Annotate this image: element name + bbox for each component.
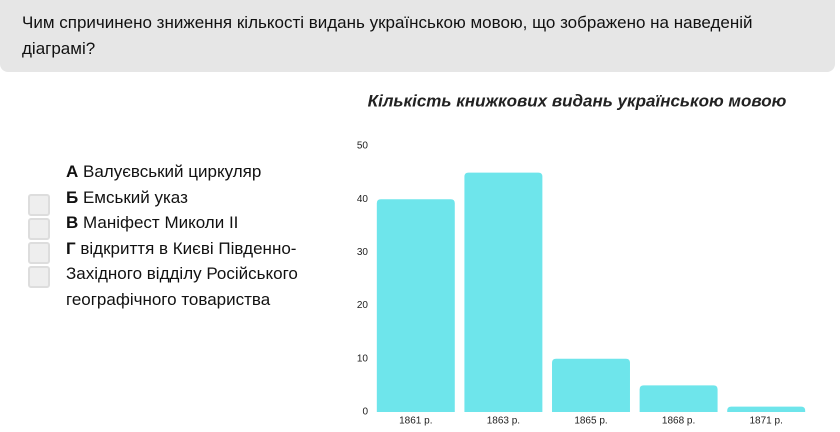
y-tick-label: 30: [357, 247, 369, 258]
x-tick-label: 1863 р.: [487, 416, 520, 427]
question: Чим спричинено зниження кількості видань…: [22, 13, 753, 58]
y-tick-label: 40: [357, 194, 369, 205]
bar: [376, 199, 455, 412]
option-letter: Б: [66, 187, 79, 207]
question-box: Чим спричинено зниження кількості видань…: [0, 0, 835, 72]
option: В Маніфест Миколи ІІ: [66, 210, 341, 236]
bar: [639, 385, 718, 412]
checkbox[interactable]: [28, 242, 50, 264]
option: Б Емський указ: [66, 185, 341, 211]
checkbox[interactable]: [28, 194, 50, 216]
chart-title: Кількість книжкових видань українською м…: [368, 91, 787, 110]
option-text: Маніфест Миколи ІІ: [83, 213, 239, 233]
option-letter: А: [66, 162, 79, 181]
option: Г відкриття в Києві Південно-Західного в…: [66, 236, 341, 313]
option-letter: В: [66, 213, 79, 233]
y-tick-label: 0: [362, 407, 368, 418]
y-tick-label: 50: [357, 141, 369, 152]
option-letter: Г: [66, 238, 76, 258]
x-tick-label: 1871 р.: [750, 416, 783, 427]
option-text: Валуєвський циркуляр: [83, 162, 262, 181]
checkbox[interactable]: [28, 218, 50, 240]
x-tick-label: 1865 р.: [574, 416, 607, 427]
bar: [552, 358, 630, 412]
option-text: Емський указ: [82, 187, 188, 207]
options: А Валуєвський циркуляр Б Емський указ В …: [66, 159, 341, 313]
x-tick-label: 1868 р.: [662, 416, 695, 427]
checkbox[interactable]: [28, 266, 50, 288]
option-text: відкриття в Києві Південно-Західного від…: [66, 238, 298, 309]
x-tick-label: 1861 р.: [399, 416, 432, 427]
option: А Валуєвський циркуляр: [66, 159, 341, 185]
bar: [464, 172, 543, 412]
y-tick-label: 20: [357, 300, 369, 311]
bar: [727, 406, 806, 412]
y-tick-label: 10: [357, 353, 369, 364]
